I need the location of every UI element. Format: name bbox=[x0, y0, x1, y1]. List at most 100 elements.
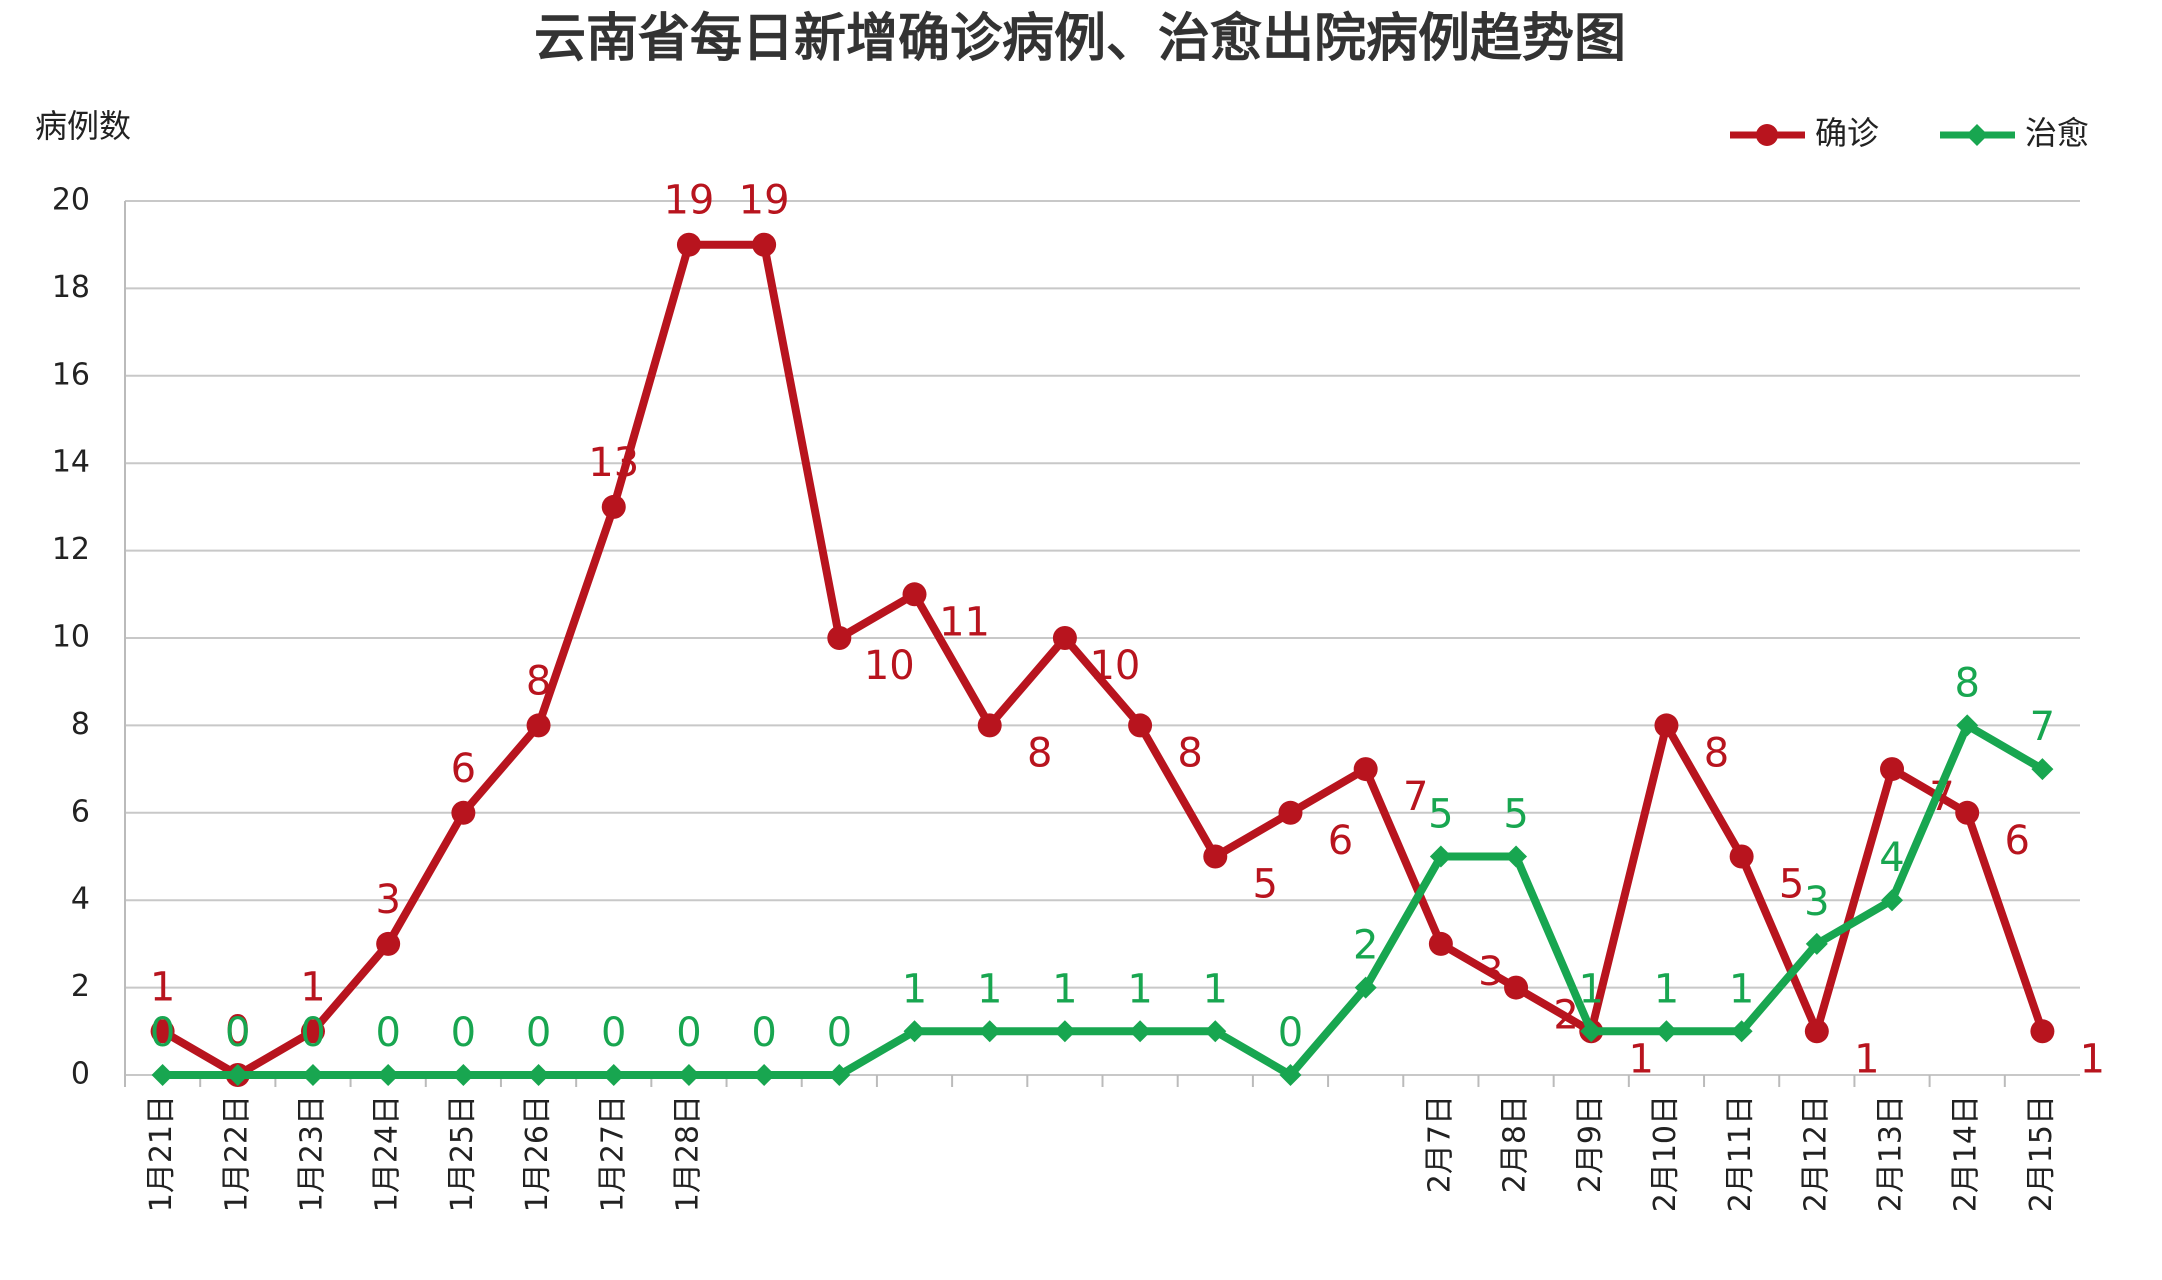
point bbox=[1429, 845, 1452, 868]
point bbox=[1881, 889, 1904, 912]
x-tick-label: 2月15日 bbox=[2024, 1095, 2059, 1212]
point bbox=[2031, 758, 2054, 781]
data-label: 0 bbox=[601, 1010, 626, 1056]
data-label: 0 bbox=[225, 1010, 250, 1056]
series-line bbox=[162, 721, 2045, 1079]
data-label: 6 bbox=[2004, 818, 2029, 864]
y-tick-label: 16 bbox=[52, 357, 90, 392]
point bbox=[978, 1020, 1001, 1043]
point bbox=[150, 1019, 175, 1044]
x-tick-label: 2月9日 bbox=[1573, 1095, 1608, 1193]
point bbox=[1956, 714, 1979, 737]
data-label: 0 bbox=[827, 1010, 852, 1056]
x-tick-label: 2月12日 bbox=[1798, 1095, 1833, 1212]
data-label: 4 bbox=[1879, 835, 1904, 881]
data-label: 8 bbox=[1704, 730, 1729, 776]
data-label: 0 bbox=[751, 1010, 776, 1056]
point bbox=[1053, 1020, 1076, 1043]
series-line bbox=[160, 240, 2047, 1079]
point bbox=[677, 1064, 700, 1086]
data-label: 3 bbox=[1804, 879, 1829, 925]
y-tick-label: 12 bbox=[52, 532, 90, 567]
data-label: 0 bbox=[225, 1008, 250, 1054]
x-tick-label: 1月26日 bbox=[520, 1095, 555, 1212]
y-tick-label: 14 bbox=[52, 445, 90, 480]
data-label: 7 bbox=[2030, 704, 2055, 750]
data-label: 6 bbox=[451, 746, 476, 792]
data-label: 10 bbox=[1089, 643, 1140, 689]
data-label: 0 bbox=[526, 1010, 551, 1056]
data-label: 5 bbox=[1779, 862, 1804, 908]
y-tick-label: 0 bbox=[71, 1057, 90, 1092]
point bbox=[977, 713, 1002, 738]
x-tick-label: 1月23日 bbox=[294, 1095, 329, 1212]
y-tick-label: 2 bbox=[71, 969, 90, 1004]
data-label: 0 bbox=[451, 1010, 476, 1056]
x-tick-label: 1月27日 bbox=[595, 1095, 630, 1212]
point bbox=[1655, 1020, 1678, 1043]
legend-marker bbox=[1756, 124, 1778, 146]
data-label: 13 bbox=[588, 440, 639, 486]
data-label: 8 bbox=[526, 658, 551, 704]
data-label: 8 bbox=[1027, 730, 1052, 776]
data-label: 0 bbox=[1278, 1010, 1303, 1056]
x-tick-label: 2月10日 bbox=[1648, 1095, 1683, 1212]
data-label: 1 bbox=[1854, 1036, 1879, 1082]
data-label: 1 bbox=[1203, 966, 1228, 1012]
legend-label: 治愈 bbox=[2025, 114, 2089, 152]
legend-label: 确诊 bbox=[1815, 114, 1879, 152]
point bbox=[753, 1064, 776, 1086]
point bbox=[676, 232, 701, 257]
point bbox=[828, 1064, 851, 1086]
data-label: 8 bbox=[1954, 660, 1979, 706]
data-label: 1 bbox=[902, 966, 927, 1012]
y-axis-label: 病例数 bbox=[35, 107, 131, 145]
data-label: 1 bbox=[977, 966, 1002, 1012]
legend-marker bbox=[1966, 124, 1988, 146]
y-tick-label: 6 bbox=[71, 794, 90, 829]
data-label: 0 bbox=[676, 1010, 701, 1056]
data-label: 5 bbox=[1428, 792, 1453, 838]
point bbox=[1505, 845, 1528, 868]
point bbox=[902, 582, 927, 607]
point bbox=[1353, 757, 1378, 782]
data-label: 7 bbox=[1403, 774, 1428, 820]
point bbox=[1278, 800, 1303, 825]
data-label: 5 bbox=[1503, 792, 1528, 838]
x-tick-label: 1月25日 bbox=[445, 1095, 480, 1212]
point bbox=[1654, 713, 1679, 738]
point bbox=[1804, 1019, 1829, 1044]
data-label: 2 bbox=[1353, 923, 1378, 969]
x-tick-label: 1月21日 bbox=[144, 1095, 179, 1212]
x-tick-label: 1月28日 bbox=[670, 1095, 705, 1212]
data-label: 19 bbox=[739, 178, 790, 224]
data-label: 0 bbox=[375, 1010, 400, 1056]
data-label: 1 bbox=[1629, 1036, 1654, 1082]
point bbox=[377, 1064, 400, 1086]
data-label: 3 bbox=[375, 877, 400, 923]
point bbox=[1204, 1020, 1227, 1043]
point bbox=[602, 1064, 625, 1086]
data-label: 8 bbox=[1177, 730, 1202, 776]
data-label: 1 bbox=[1654, 966, 1679, 1012]
point bbox=[226, 1064, 249, 1086]
point bbox=[1805, 932, 1828, 955]
chart-title: 云南省每日新增确诊病例、治愈出院病例趋势图 bbox=[534, 9, 1626, 69]
x-tick-label: 2月8日 bbox=[1498, 1095, 1533, 1193]
point bbox=[1203, 844, 1228, 869]
y-tick-label: 4 bbox=[71, 882, 90, 917]
point bbox=[2030, 1019, 2055, 1044]
point bbox=[1880, 757, 1905, 782]
point bbox=[526, 713, 551, 738]
data-label: 3 bbox=[1478, 949, 1503, 995]
data-label: 1 bbox=[1052, 966, 1077, 1012]
y-tick-label: 20 bbox=[52, 183, 90, 218]
point bbox=[1129, 1020, 1152, 1043]
point bbox=[300, 1019, 325, 1044]
point bbox=[1428, 931, 1453, 956]
point bbox=[1955, 800, 1980, 825]
point bbox=[1354, 976, 1377, 999]
point bbox=[151, 1064, 174, 1086]
